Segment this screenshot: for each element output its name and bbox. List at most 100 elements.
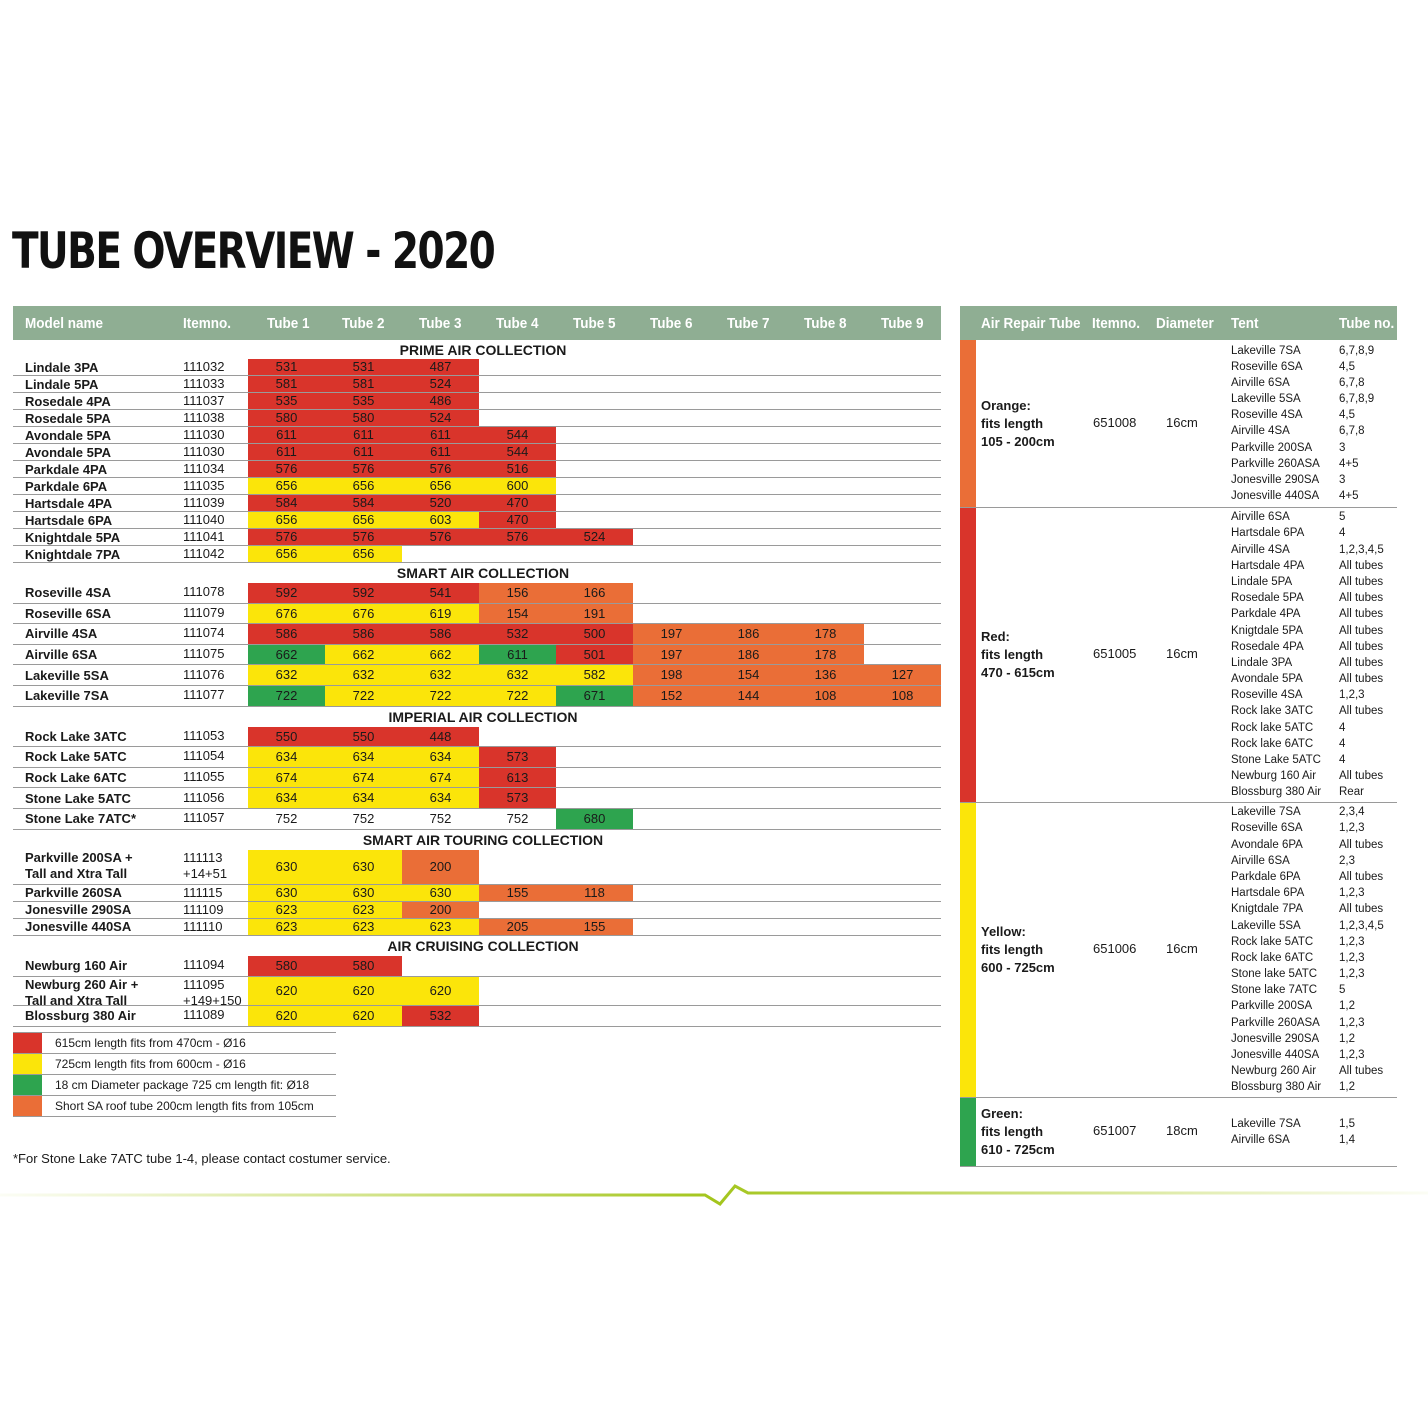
tent-row: Avondale 5PA All tubes: [1231, 671, 1401, 687]
tube-cell: 580: [325, 410, 402, 426]
tube-cell: 632: [325, 665, 402, 685]
model-name: Lindale 3PA: [25, 359, 99, 375]
tent-name: Parkville 260ASA: [1231, 1016, 1320, 1029]
item-number: 111078: [183, 584, 225, 600]
model-name: Parkdale 6PA: [25, 478, 108, 494]
tent-name: Avondale 5PA: [1231, 673, 1303, 686]
tent-row: Knigtdale 5PA All tubes: [1231, 623, 1401, 639]
tube-cell: 550: [325, 726, 402, 747]
tent-name: Lindale 5PA: [1231, 575, 1293, 588]
tent-row: Blossburg 380 Air 1,2: [1231, 1079, 1401, 1095]
tube-cell: 573: [479, 788, 556, 808]
item-number: 111053: [183, 727, 225, 743]
table-row: Avondale 5PA 111030 611 611 611 544: [13, 444, 941, 461]
model-name: Hartsdale 6PA: [25, 512, 113, 528]
tent-row: Roseville 4SA 1,2,3: [1231, 687, 1401, 703]
model-name: Roseville 6SA: [25, 605, 111, 621]
item-number-line: 111095: [183, 976, 225, 992]
tent-row: Rock lake 6ATC 1,2,3: [1231, 950, 1401, 966]
table-row: Hartsdale 6PA 111040 656 656 603 470: [13, 512, 941, 529]
tent-name: Jonesville 440SA: [1231, 1049, 1320, 1061]
column-header: Tube 7: [727, 315, 770, 332]
tent-list: Lakeville 7SA 1,5 Airville 6SA 1,4: [1231, 1116, 1401, 1148]
tube-numbers: 1,2,3: [1339, 1016, 1365, 1029]
tube-numbers: All tubes: [1339, 608, 1384, 621]
tube-numbers: 4: [1339, 737, 1346, 750]
tube-cell: 531: [325, 359, 402, 375]
table-row: Rosedale 4PA 111037 535 535 486: [13, 393, 941, 410]
tube-cell: 197: [633, 644, 710, 665]
page-title: TUBE OVERVIEW - 2020: [12, 222, 496, 280]
tube-cell: 752: [275, 810, 298, 826]
tent-row: Newburg 160 Air All tubes: [1231, 768, 1401, 784]
tent-name: Airville 6SA: [1231, 1133, 1290, 1146]
tube-cell: 611: [325, 427, 402, 443]
tube-cell: 198: [633, 665, 710, 685]
column-header: Diameter: [1156, 315, 1214, 332]
item-number: 111094: [183, 957, 225, 973]
tube-numbers: 6,7,8: [1339, 425, 1365, 438]
tent-row: Jonesville 440SA 4+5: [1231, 488, 1401, 504]
model-name: Jonesville 440SA: [25, 919, 132, 935]
tube-cell: 680: [556, 808, 633, 829]
tent-row: Airville 6SA 1,4: [1231, 1132, 1401, 1148]
legend-item: 615cm length fits from 470cm - Ø16: [13, 1033, 336, 1054]
tube-cell: 205: [479, 918, 556, 935]
table-row: Lindale 5PA 111033 581 581 524: [13, 376, 941, 393]
table-row: Rock Lake 5ATC 111054 634 634 634 573: [13, 747, 941, 768]
tube-cell: 531: [248, 359, 325, 375]
tube-cell: 634: [248, 788, 325, 808]
model-name: Lakeville 7SA: [25, 688, 109, 704]
legend-swatch: [13, 1033, 42, 1053]
tube-cell: 197: [633, 624, 710, 644]
tube-cell: 623: [325, 918, 402, 935]
tent-name: Parkdale 6PA: [1231, 870, 1301, 883]
tent-row: Parkville 260ASA 1,2,3: [1231, 1015, 1401, 1031]
item-number: 111040: [183, 512, 225, 527]
tube-cell: 576: [479, 529, 556, 545]
tent-row: Airville 4SA 6,7,8: [1231, 423, 1401, 439]
legend-swatch: [13, 1096, 42, 1116]
legend-swatch: [13, 1054, 42, 1074]
tent-name: Knigtdale 7PA: [1231, 903, 1304, 916]
tent-row: Hartsdale 6PA 4: [1231, 525, 1401, 541]
tube-cell: 152: [633, 685, 710, 706]
tube-cell: 752: [352, 810, 375, 826]
tube-cell: 144: [710, 685, 787, 706]
tube-cell: 541: [402, 583, 479, 603]
model-name: Knightdale 5PA: [25, 529, 121, 545]
tent-list: Lakeville 7SA 6,7,8,9 Roseville 6SA 4,5 Airv…: [1231, 343, 1401, 505]
item-number: 111034: [183, 461, 225, 476]
tent-name: Roseville 6SA: [1231, 360, 1303, 373]
tent-name: Lakeville 5SA: [1231, 919, 1301, 932]
tube-numbers: All tubes: [1339, 575, 1384, 588]
column-header: Tube 8: [804, 315, 847, 332]
tube-numbers: 5: [1339, 984, 1346, 997]
section-title: SMART AIR TOURING COLLECTION: [13, 830, 941, 850]
tube-numbers: All tubes: [1339, 770, 1384, 783]
item-number: 111109: [183, 901, 224, 917]
group-diameter: 16cm: [1166, 414, 1198, 430]
tube-numbers: 1,2,3: [1339, 968, 1365, 981]
tube-cell: 178: [787, 644, 864, 665]
tent-row: Roseville 4SA 4,5: [1231, 407, 1401, 423]
model-name: Parkville 200SA + Tall and Xtra Tall: [25, 850, 133, 882]
column-header: Tube 3: [419, 315, 462, 332]
table-row: Rosedale 5PA 111038 580 580 524: [13, 410, 941, 427]
tent-name: Stone lake 7ATC: [1231, 984, 1318, 997]
tube-cell: 448: [402, 726, 479, 747]
item-number: 111075: [183, 646, 225, 662]
group-label-line: 610 - 725cm: [981, 1142, 1055, 1157]
legend-item: Short SA roof tube 200cm length fits fro…: [13, 1096, 336, 1117]
table-header: Model name Itemno. Tube 1 Tube 2 Tube 3 Tube …: [13, 306, 941, 340]
tube-cell: 620: [402, 976, 479, 1005]
section-title-text: IMPERIAL AIR COLLECTION: [388, 708, 578, 725]
group-label-line: 470 - 615cm: [981, 665, 1055, 680]
model-name: Rosedale 4PA: [25, 393, 111, 409]
tube-cell: 520: [402, 495, 479, 511]
tent-name: Airville 4SA: [1231, 425, 1290, 438]
model-name: Rosedale 5PA: [25, 410, 111, 426]
tent-row: Airville 6SA 6,7,8: [1231, 375, 1401, 391]
tent-name: Parkdale 4PA: [1231, 608, 1301, 621]
tent-name: Newburg 260 Air: [1231, 1065, 1317, 1078]
